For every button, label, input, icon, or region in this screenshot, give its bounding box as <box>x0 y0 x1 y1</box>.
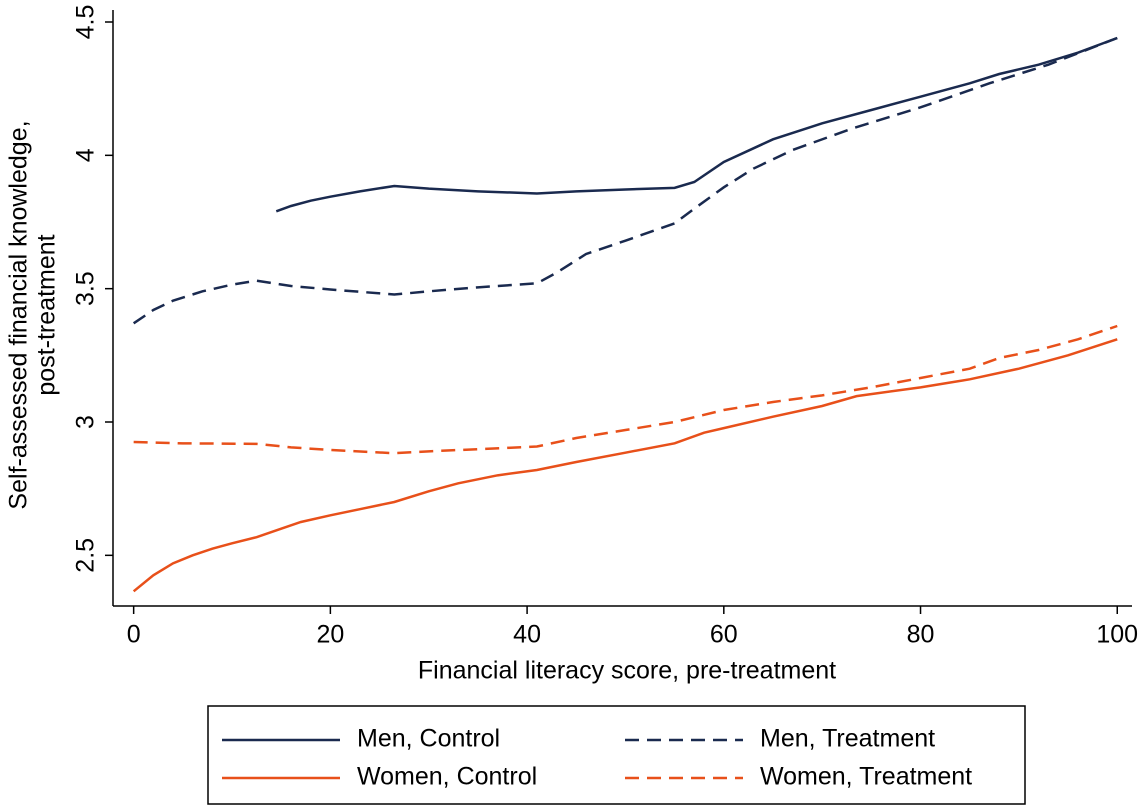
x-tick-label: 80 <box>907 621 935 649</box>
y-axis-title: post-treatment <box>33 234 61 395</box>
y-tick-label: 3 <box>72 415 100 429</box>
y-axis-title: Self-assessed financial knowledge, <box>5 120 33 509</box>
x-tick-label: 60 <box>710 621 738 649</box>
data-line <box>275 36 1118 213</box>
x-tick-label: 100 <box>1096 621 1138 649</box>
legend-label: Women, Treatment <box>760 763 972 791</box>
y-tick-label: 2.5 <box>72 538 100 573</box>
legend-box <box>207 705 1026 805</box>
data-line <box>132 338 1118 593</box>
legend-label: Men, Treatment <box>760 725 935 753</box>
data-line <box>132 36 1118 325</box>
x-axis-title: Financial literacy score, pre-treatment <box>418 657 836 685</box>
x-tick-label: 40 <box>513 621 541 649</box>
data-line <box>133 324 1118 455</box>
y-tick-label: 4.5 <box>72 5 100 40</box>
x-tick-label: 20 <box>316 621 344 649</box>
legend-label: Women, Control <box>357 763 537 791</box>
y-tick-label: 4 <box>72 148 100 162</box>
legend-label: Men, Control <box>357 725 500 753</box>
x-tick-label: 0 <box>127 621 141 649</box>
y-tick-label: 3.5 <box>72 271 100 306</box>
